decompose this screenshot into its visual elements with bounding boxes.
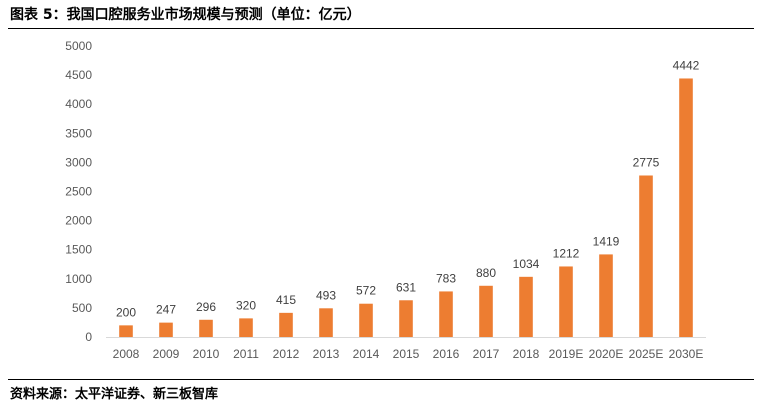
x-tick-label: 2013 — [313, 347, 340, 361]
y-tick-label: 2000 — [65, 214, 92, 228]
y-tick-label: 4500 — [65, 68, 92, 82]
data-label: 572 — [356, 284, 376, 298]
data-label: 783 — [436, 271, 456, 285]
bar — [239, 318, 253, 337]
data-label: 493 — [316, 288, 336, 302]
y-tick-label: 2500 — [65, 185, 92, 199]
data-label: 1034 — [513, 257, 540, 271]
bar — [199, 319, 213, 337]
x-tick-label: 2025E — [629, 347, 664, 361]
bar — [399, 300, 413, 337]
bar — [599, 254, 613, 337]
bar — [279, 312, 293, 337]
data-label: 631 — [396, 280, 416, 294]
y-tick-label: 0 — [85, 330, 92, 344]
bar — [439, 291, 453, 337]
x-tick-label: 2019E — [549, 347, 584, 361]
y-tick-label: 1500 — [65, 243, 92, 257]
bar — [519, 276, 533, 337]
x-tick-label: 2020E — [589, 347, 624, 361]
bar — [319, 308, 333, 337]
data-label: 1419 — [593, 234, 620, 248]
data-label: 247 — [156, 303, 176, 317]
data-label: 415 — [276, 293, 296, 307]
figure-title: 图表 5：我国口腔服务业市场规模与预测（单位：亿元） — [10, 7, 361, 23]
y-tick-label: 1000 — [65, 272, 92, 286]
bar — [479, 285, 493, 337]
x-tick-label: 2030E — [669, 347, 704, 361]
source-divider — [8, 379, 754, 380]
data-label: 880 — [476, 266, 496, 280]
bar — [679, 78, 693, 338]
x-tick-label: 2015 — [393, 347, 420, 361]
data-label: 296 — [196, 300, 216, 314]
bar — [359, 303, 373, 337]
data-label: 2775 — [633, 155, 660, 169]
data-label: 1212 — [553, 246, 580, 260]
bar — [119, 325, 133, 337]
x-tick-label: 2018 — [513, 347, 540, 361]
data-label: 320 — [236, 298, 256, 312]
y-tick-label: 3500 — [65, 126, 92, 140]
y-tick-label: 3000 — [65, 155, 92, 169]
x-tick-label: 2009 — [153, 347, 180, 361]
x-tick-label: 2008 — [113, 347, 140, 361]
bar — [639, 175, 653, 337]
title-divider — [8, 28, 754, 29]
x-tick-label: 2010 — [193, 347, 220, 361]
x-tick-label: 2011 — [233, 347, 259, 361]
bar — [159, 322, 173, 337]
x-tick-label: 2014 — [353, 347, 380, 361]
data-label: 200 — [116, 305, 136, 319]
x-tick-label: 2016 — [433, 347, 460, 361]
y-tick-label: 500 — [72, 301, 92, 315]
x-tick-label: 2012 — [273, 347, 300, 361]
data-label: 4442 — [673, 58, 700, 72]
y-tick-label: 4000 — [65, 97, 92, 111]
bar — [559, 266, 573, 337]
source-note: 资料来源：太平洋证券、新三板智库 — [10, 387, 219, 402]
x-tick-label: 2017 — [473, 347, 500, 361]
y-tick-label: 5000 — [65, 39, 92, 53]
